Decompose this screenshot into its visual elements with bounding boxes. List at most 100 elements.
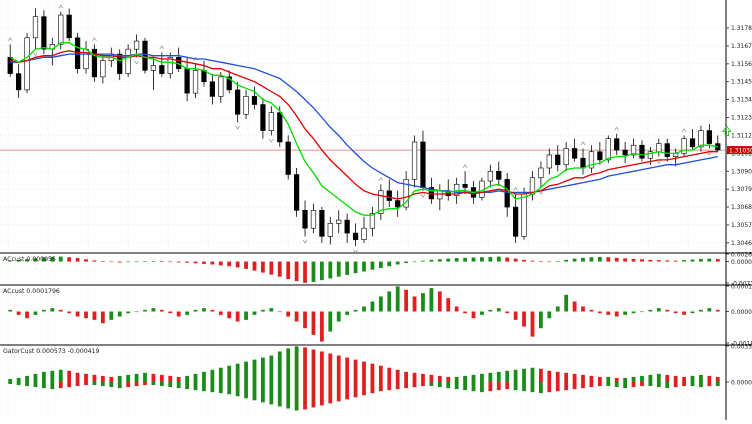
candle-bear[interactable] [555,154,561,166]
gator-panel-bar [454,376,459,382]
ac-panel-bar [261,261,265,273]
candle-bull[interactable] [58,14,64,45]
candle-bull[interactable] [361,227,367,240]
candle-bear[interactable] [597,151,603,161]
candle-bear[interactable] [420,141,426,188]
candle-bear[interactable] [142,40,148,71]
ac2-panel-bar [547,311,552,319]
candle-bull[interactable] [167,57,173,74]
candle-bear[interactable] [74,37,81,70]
ac2-panel-bar [16,311,21,315]
candle-bear[interactable] [91,48,98,78]
candle-bear[interactable] [41,16,47,50]
candle-bear[interactable] [260,104,266,131]
candle-bull[interactable] [605,138,611,161]
candle-bear[interactable] [496,170,502,180]
ac2-panel-bar [100,311,105,324]
price-tick-label: 1.31340 [731,97,752,104]
ac-panel-tick-label: 0.000000 [731,259,752,266]
candle-bear[interactable] [689,138,696,148]
gator-panel-bar [151,373,156,382]
ac2-panel-bar [480,311,484,315]
candle-bear[interactable] [159,65,165,74]
candle-bear[interactable] [352,232,359,240]
gator-panel-bar [244,361,248,382]
ac-panel-bar [345,261,350,275]
candle-bull[interactable] [125,48,131,74]
candle-bull[interactable] [454,183,460,196]
candle-bear[interactable] [622,149,628,156]
candle-bull[interactable] [563,148,569,166]
candle-bull[interactable] [588,151,595,169]
candle-bull[interactable] [378,190,384,214]
candle-bull[interactable] [133,40,140,50]
candle-bear[interactable] [209,81,215,97]
candle-bear[interactable] [251,96,258,105]
candle-bull[interactable] [521,193,527,237]
candle-bear[interactable] [344,219,350,234]
gator-panel-bar [227,365,232,382]
candle-bear[interactable] [201,70,207,83]
candle-bear[interactable] [580,157,586,169]
candle-bull[interactable] [698,130,704,148]
candle-bull[interactable] [487,170,493,182]
candle-bear[interactable] [235,89,241,115]
candle-bear[interactable] [513,206,519,237]
candle-bear[interactable] [16,73,22,91]
candle-bear[interactable] [664,143,670,157]
candle-bull[interactable] [538,167,544,179]
candle-bear[interactable] [117,53,123,74]
candle-bear[interactable] [226,76,232,91]
gator-panel-lower-bar [656,382,661,388]
candle-bear[interactable] [614,138,620,151]
candle-bull[interactable] [192,70,199,94]
candle-bull[interactable] [100,60,106,78]
candle-bull[interactable] [336,219,342,224]
candle-bear[interactable] [302,210,308,229]
candle-bear[interactable] [66,14,72,39]
ac-panel-bar [193,261,198,264]
candle-bull[interactable] [656,143,662,153]
price-tick-label: 1.31780 [731,25,752,32]
candle-bear[interactable] [504,179,510,208]
candle-bear[interactable] [293,174,300,211]
candle-bear[interactable] [395,200,401,208]
candle-bull[interactable] [150,65,157,71]
gator-panel-lower-bar [707,382,712,387]
ac2-panel-bar [75,311,80,317]
candle-bull[interactable] [630,144,637,156]
candle-bull[interactable] [218,76,224,97]
candle-bear[interactable] [639,144,645,159]
candle-bull[interactable] [310,210,317,229]
candle-bear[interactable] [706,130,712,144]
candle-bull[interactable] [411,141,418,180]
candle-bear[interactable] [7,57,13,74]
fractal-up-marker [378,177,384,181]
candle-bull[interactable] [369,213,376,229]
candle-bull[interactable] [268,112,274,131]
gator-panel-bar [606,376,611,382]
candle-bull[interactable] [681,138,687,154]
gator-panel-lower-bar [623,382,628,389]
candle-bear[interactable] [386,190,392,201]
candle-bear[interactable] [462,183,468,188]
gator-panel-bar [404,371,409,382]
candle-bull[interactable] [403,179,409,208]
candle-bull[interactable] [437,190,443,200]
candle-bull[interactable] [32,16,39,39]
ac-panel-bar [606,257,611,262]
candle-bull[interactable] [24,37,30,91]
candle-bear[interactable] [285,141,291,175]
fractal-down-marker [420,194,426,199]
candle-bear[interactable] [319,210,325,237]
gator-panel-bar [530,367,535,382]
candle-bear[interactable] [277,112,283,143]
candle-bear[interactable] [571,148,578,159]
candle-bear[interactable] [184,68,190,94]
candle-bull[interactable] [546,154,552,169]
candle-bull[interactable] [243,96,249,115]
candle-bull[interactable] [647,151,654,159]
candle-bull[interactable] [327,223,333,237]
